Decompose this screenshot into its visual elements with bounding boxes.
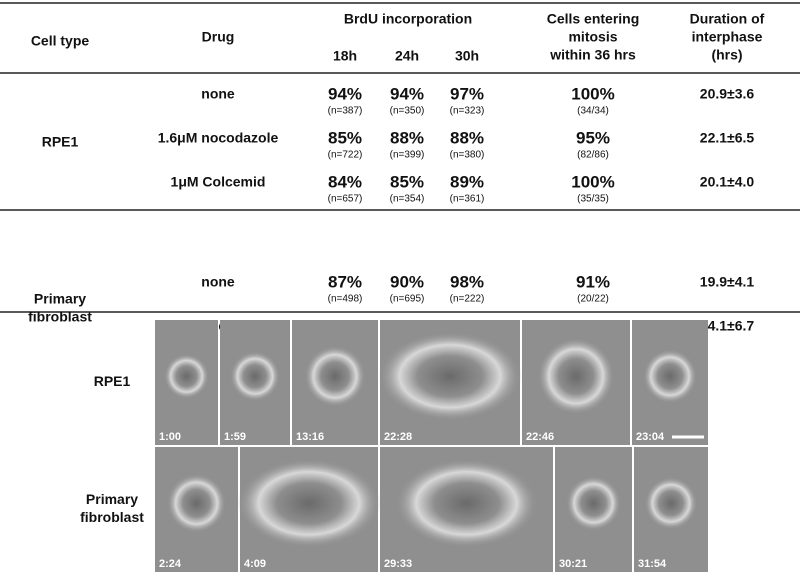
header-time: 18h: [333, 48, 357, 64]
brdu-n: (n=361): [450, 194, 485, 205]
cell: [642, 348, 698, 404]
brdu-pct: 85%: [328, 128, 362, 147]
brdu-pct: 90%: [390, 272, 424, 291]
header-duration: interphase: [692, 29, 763, 45]
header-duration: Duration of: [690, 11, 765, 27]
duration: 19.9±4.1: [700, 274, 755, 290]
cell: [644, 476, 698, 530]
timestamp: 29:33: [384, 558, 412, 570]
cell: [565, 475, 622, 531]
cell-type: Primary: [34, 291, 86, 307]
brdu-n: (n=722): [328, 150, 363, 161]
mitosis-pct: 91%: [576, 272, 610, 291]
cell-type: RPE1: [42, 134, 79, 150]
timestamp: 1:00: [159, 431, 181, 443]
cell: [378, 331, 522, 422]
timestamp: 30:21: [559, 558, 587, 570]
brdu-n: (n=222): [450, 294, 485, 305]
brdu-pct: 94%: [328, 84, 362, 103]
brdu-pct: 84%: [328, 172, 362, 191]
header-time: 24h: [395, 48, 419, 64]
timestamp: 13:16: [296, 431, 324, 443]
cell: [304, 345, 366, 408]
duration: 20.1±4.0: [700, 174, 755, 190]
timestamp: 1:59: [224, 431, 246, 443]
timestamp: 23:04: [636, 431, 665, 443]
drug: none: [201, 86, 235, 102]
brdu-pct: 87%: [328, 272, 362, 291]
mitosis-n: (34/34): [577, 106, 609, 117]
brdu-pct: 88%: [390, 128, 424, 147]
brdu-n: (n=323): [450, 106, 485, 117]
drug: none: [201, 274, 235, 290]
brdu-pct: 94%: [390, 84, 424, 103]
brdu-n: (n=657): [328, 194, 363, 205]
brdu-n: (n=695): [390, 294, 425, 305]
brdu-n: (n=399): [390, 150, 425, 161]
brdu-n: (n=354): [390, 194, 425, 205]
cell: [163, 353, 210, 399]
brdu-pct: 97%: [450, 84, 484, 103]
mitosis-n: (82/86): [577, 150, 609, 161]
brdu-pct: 85%: [390, 172, 424, 191]
header-mitosis: within 36 hrs: [549, 47, 636, 63]
image-label: RPE1: [94, 373, 131, 389]
duration: 24.1±6.7: [700, 318, 755, 334]
brdu-pct: 98%: [450, 272, 484, 291]
cell: [229, 351, 281, 402]
header-time: 30h: [455, 48, 479, 64]
timestamp: 31:54: [638, 558, 667, 570]
header-mitosis: Cells entering: [547, 11, 640, 27]
mitosis-n: (20/22): [577, 294, 609, 305]
image-label: fibroblast: [80, 509, 144, 525]
header-duration: (hrs): [711, 47, 742, 63]
timestamp: 2:24: [159, 558, 182, 570]
timestamp: 22:28: [384, 431, 412, 443]
brdu-n: (n=380): [450, 150, 485, 161]
brdu-pct: 88%: [450, 128, 484, 147]
header-mitosis: mitosis: [568, 29, 617, 45]
header-brdu: BrdU incorporation: [344, 11, 472, 27]
mitosis-n: (35/35): [577, 194, 609, 205]
brdu-n: (n=350): [390, 106, 425, 117]
duration: 22.1±6.5: [700, 130, 755, 146]
drug: 1μM Colcemid: [171, 174, 266, 190]
mitosis-pct: 100%: [571, 84, 614, 103]
drug: 1.6μM nocodazole: [158, 130, 279, 146]
brdu-n: (n=387): [328, 106, 363, 117]
header-cell-type: Cell type: [31, 33, 90, 49]
mitosis-pct: 95%: [576, 128, 610, 147]
brdu-pct: 89%: [450, 172, 484, 191]
brdu-n: (n=498): [328, 294, 363, 305]
cell: [394, 458, 539, 549]
image-label: Primary: [86, 491, 138, 507]
mitosis-pct: 100%: [571, 172, 614, 191]
timestamp: 4:09: [244, 558, 266, 570]
cell-type: fibroblast: [28, 309, 92, 325]
timestamp: 22:46: [526, 431, 554, 443]
cell: [237, 458, 381, 549]
header-drug: Drug: [202, 29, 235, 45]
cell: [537, 337, 615, 416]
duration: 20.9±3.6: [700, 86, 755, 102]
cell: [166, 473, 227, 534]
